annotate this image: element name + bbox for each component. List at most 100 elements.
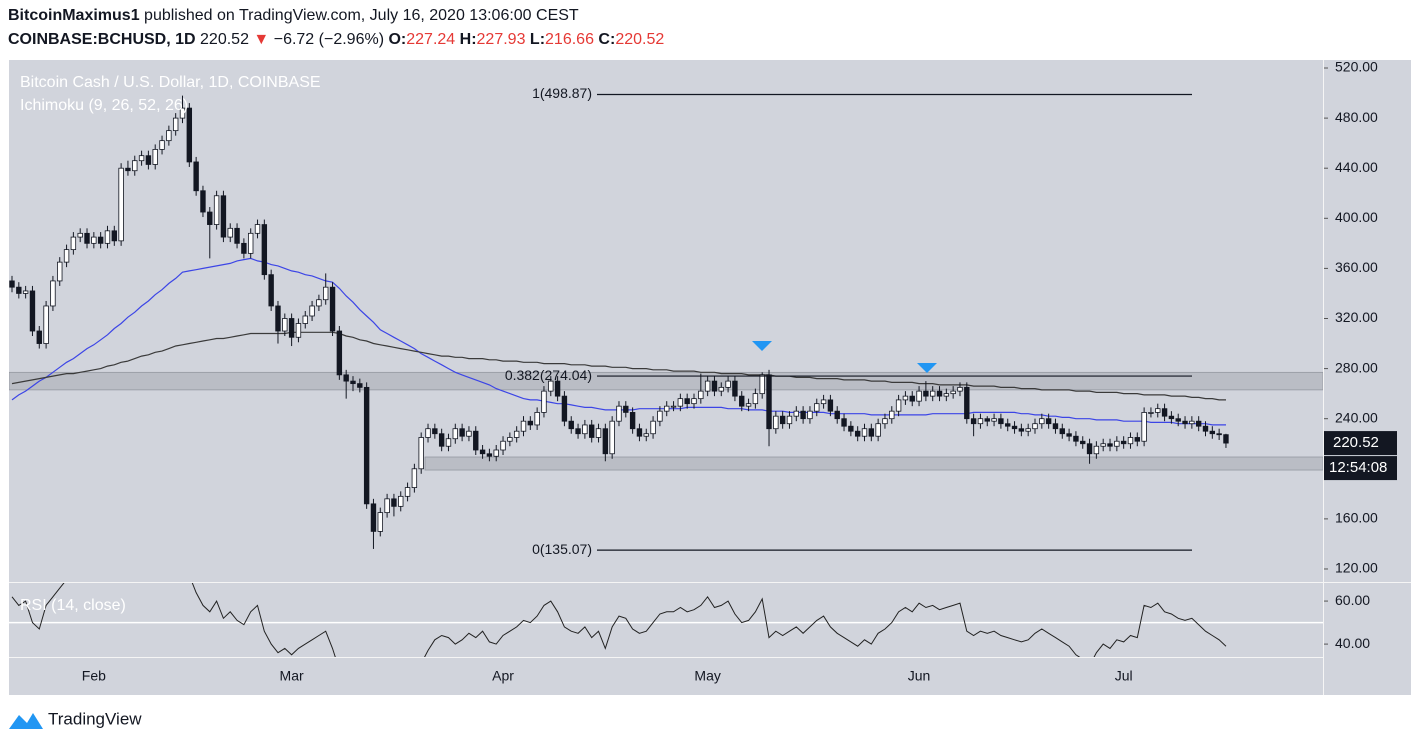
candle-body bbox=[159, 140, 165, 150]
logo[interactable]: TradingView bbox=[9, 709, 142, 729]
candle-body bbox=[227, 227, 233, 238]
candle-body bbox=[220, 195, 227, 238]
candle-body bbox=[1032, 423, 1038, 430]
candle-body bbox=[350, 380, 356, 385]
candle-body bbox=[132, 160, 138, 172]
candle-body bbox=[493, 449, 499, 457]
candle-body bbox=[466, 430, 472, 437]
indicator-label: Ichimoku (9, 26, 52, 26) bbox=[20, 97, 188, 114]
candle-body bbox=[554, 380, 561, 397]
candle-body bbox=[1005, 423, 1011, 427]
candle-body bbox=[1045, 418, 1052, 425]
y-tick-label: 160.00 bbox=[1335, 510, 1378, 526]
candle-body bbox=[698, 390, 704, 400]
candle-body bbox=[623, 405, 629, 413]
candle-body bbox=[1080, 440, 1086, 445]
header-line-1: BitcoinMaximus1 published on TradingView… bbox=[8, 7, 579, 25]
candle-body bbox=[261, 224, 268, 276]
candle-body bbox=[9, 280, 15, 288]
candle-body bbox=[684, 398, 690, 405]
candle-body bbox=[22, 290, 29, 294]
candle-body bbox=[77, 232, 83, 238]
candle-body bbox=[336, 330, 343, 376]
candle-body bbox=[172, 117, 179, 132]
open-label: O: bbox=[388, 31, 407, 48]
candle-body bbox=[759, 374, 765, 395]
candle-body bbox=[411, 468, 418, 488]
y-tick-label: 480.00 bbox=[1335, 109, 1378, 125]
candle-body bbox=[500, 440, 506, 451]
candle-body bbox=[595, 428, 602, 438]
fib-label: 1(498.87) bbox=[532, 85, 592, 101]
candle-body bbox=[193, 161, 199, 192]
candle-body bbox=[309, 305, 315, 317]
close: 220.52 bbox=[615, 31, 665, 48]
change: −6.72 (−2.96%) bbox=[273, 31, 385, 48]
countdown: 12:54:08 bbox=[1329, 459, 1387, 476]
candle-body bbox=[650, 420, 656, 435]
candle-body bbox=[1202, 425, 1209, 432]
candle-body bbox=[479, 449, 486, 455]
candle-body bbox=[657, 410, 663, 422]
candle-body bbox=[1120, 440, 1127, 445]
candle-body bbox=[704, 380, 711, 392]
fib-label: 0(135.07) bbox=[532, 541, 592, 557]
candle-body bbox=[432, 428, 438, 435]
candle-body bbox=[602, 428, 609, 455]
candle-body bbox=[520, 420, 527, 432]
candle-body bbox=[200, 190, 206, 213]
candle-body bbox=[343, 374, 349, 382]
candle-body bbox=[732, 380, 738, 397]
candle-body bbox=[1223, 434, 1229, 444]
candle-body bbox=[534, 412, 540, 426]
candle-body bbox=[1066, 433, 1072, 437]
candle-body bbox=[670, 405, 677, 408]
logo-icon bbox=[9, 713, 43, 729]
candle-body bbox=[63, 249, 70, 263]
publisher[interactable]: BitcoinMaximus1 bbox=[8, 7, 140, 24]
candle-body bbox=[111, 230, 117, 242]
candle-body bbox=[943, 393, 950, 397]
candle-body bbox=[766, 374, 772, 430]
candle-body bbox=[254, 224, 261, 234]
x-tick-label: Apr bbox=[492, 668, 514, 684]
last-price-box bbox=[1323, 431, 1397, 456]
candle-body bbox=[957, 386, 963, 392]
rsi-line bbox=[11, 583, 1227, 657]
candle-body bbox=[370, 503, 377, 532]
candle-body bbox=[589, 424, 595, 438]
candle-body bbox=[1100, 443, 1106, 447]
candle-body bbox=[323, 286, 329, 301]
candle-body bbox=[609, 420, 615, 455]
candle-body bbox=[664, 405, 670, 412]
y-tick-label: 520.00 bbox=[1335, 59, 1378, 75]
published: published on TradingView.com, July 16, 2… bbox=[144, 7, 579, 24]
candle-body bbox=[1093, 445, 1100, 455]
low-label: L: bbox=[529, 31, 546, 48]
candle-body bbox=[91, 236, 97, 244]
candle-body bbox=[473, 430, 479, 451]
candle-body bbox=[739, 395, 745, 407]
candle-body bbox=[445, 438, 452, 447]
high-label: H: bbox=[459, 31, 477, 48]
x-tick-label: May bbox=[694, 668, 720, 684]
candle-body bbox=[1011, 425, 1018, 430]
candle-body bbox=[814, 403, 820, 412]
candle-body bbox=[568, 420, 574, 430]
candle-body bbox=[438, 433, 445, 447]
candle-body bbox=[1086, 443, 1093, 455]
candle-body bbox=[118, 167, 124, 242]
candle-body bbox=[923, 390, 929, 397]
candle-body bbox=[773, 415, 779, 430]
fib-label: 0.382(274.04) bbox=[505, 367, 592, 383]
candle-body bbox=[636, 428, 643, 437]
candle-body bbox=[247, 232, 254, 254]
candle-body bbox=[643, 433, 649, 437]
candle-body bbox=[507, 437, 513, 442]
candle-body bbox=[179, 107, 186, 119]
candle-body bbox=[998, 418, 1004, 425]
candle-body bbox=[384, 498, 390, 514]
candle-body bbox=[984, 418, 990, 422]
candle-body bbox=[166, 130, 172, 142]
candle-body bbox=[486, 453, 493, 457]
